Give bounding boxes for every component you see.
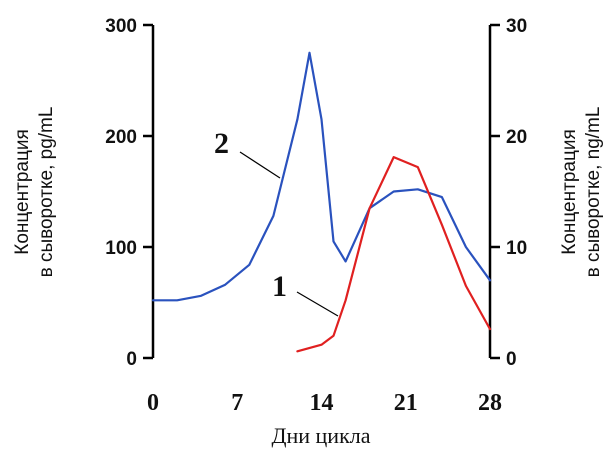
x-tick-label: 14 [310,390,334,416]
series-1-line [296,156,492,353]
right-tick-label: 20 [506,127,527,148]
series-group [151,51,492,353]
left-axis-title-line2: в сыворотке, pg/mL [36,107,57,278]
left-tick-label: 0 [126,349,137,370]
series-2-label: 2 [214,127,229,160]
x-axis-ticks: 0 7 14 21 28 [147,390,502,416]
series-1-pointer [296,291,339,317]
x-tick-label: 21 [394,390,418,416]
series-2-pointer [239,151,281,179]
right-axis-title-line2: в сыворотке, ng/mL [583,107,604,278]
right-tick-label: 0 [506,349,517,370]
right-axis-title-line1: Концентрация [559,129,580,254]
right-axis-ticks: 0 10 20 30 [490,16,527,370]
right-tick-label: 10 [506,238,527,259]
series-1-label: 1 [272,270,287,303]
left-axis-title: Концентрация в сыворотке, pg/mL [12,107,57,278]
left-tick-label: 200 [105,127,137,148]
series-2-line [151,51,492,302]
left-axis-ticks: 0 100 200 300 [105,16,153,370]
right-tick-label: 30 [506,16,527,37]
left-tick-label: 100 [105,238,137,259]
x-axis-title: Дни цикла [271,423,370,448]
x-tick-label: 0 [147,390,159,416]
right-axis-title: Концентрация в сыворотке, ng/mL [559,107,604,278]
left-axis-title-line1: Концентрация [12,129,33,254]
left-tick-label: 300 [105,16,137,37]
x-tick-label: 7 [231,390,243,416]
x-tick-label: 28 [478,390,502,416]
